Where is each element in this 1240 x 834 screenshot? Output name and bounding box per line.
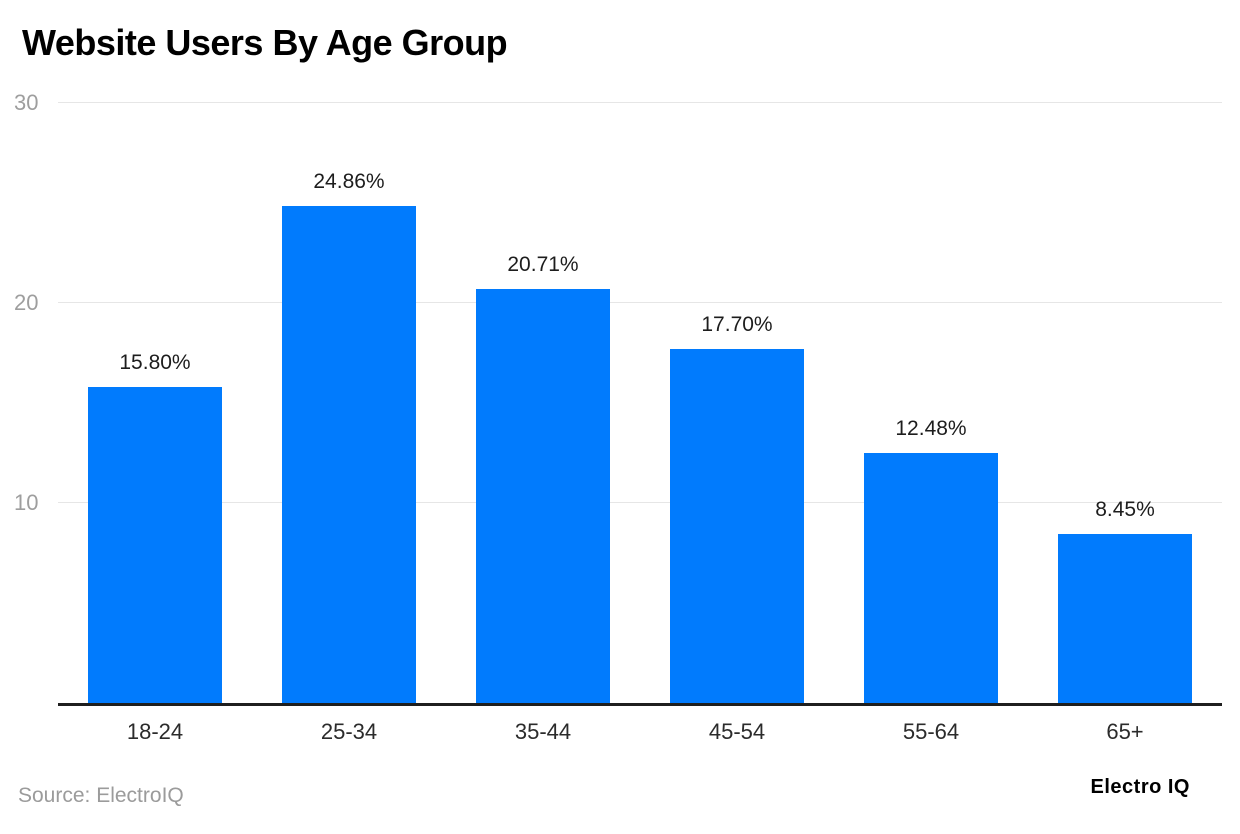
bar-slot-35-44: 20.71% 35-44 bbox=[446, 103, 640, 744]
value-label: 15.80% bbox=[119, 351, 191, 374]
x-axis-label: 65+ bbox=[1106, 719, 1144, 744]
y-tick-label: 10 bbox=[14, 490, 39, 515]
gridline-y-10: 10 bbox=[14, 490, 1222, 515]
bar-slot-18-24: 15.80% 18-24 bbox=[58, 103, 252, 744]
x-axis-label: 45-54 bbox=[708, 719, 766, 744]
y-tick-label: 30 bbox=[14, 90, 39, 115]
bar-slot-55-64: 12.48% 55-64 bbox=[834, 103, 1028, 744]
gridline-y-20: 20 bbox=[14, 290, 1222, 315]
value-label: 24.86% bbox=[313, 169, 385, 193]
brand-logo: Electro IQ bbox=[1090, 776, 1190, 798]
value-label: 8.45% bbox=[1095, 498, 1155, 521]
bar-18-24: 15.80% bbox=[88, 351, 222, 703]
plot-area: 10 20 30 15.80% 18-24 24.86% 25-34 20.71% 35-44 1… bbox=[14, 90, 1222, 744]
bar-slot-45-54: 17.70% 45-54 bbox=[640, 103, 834, 744]
x-axis-label: 18-24 bbox=[126, 719, 184, 744]
source-note: Source: ElectroIQ bbox=[18, 784, 184, 807]
bar-35-44: 20.71% bbox=[476, 253, 610, 703]
bar-25-34: 24.86% bbox=[282, 170, 416, 703]
bar-65+: 8.45% bbox=[1058, 498, 1192, 703]
bar-45-54: 17.70% bbox=[670, 313, 804, 703]
chart-title: Website Users By Age Group bbox=[22, 22, 508, 63]
gridline-y-30: 30 bbox=[14, 90, 1222, 115]
value-label: 12.48% bbox=[895, 417, 967, 441]
y-tick-label: 20 bbox=[14, 290, 39, 315]
bar-55-64: 12.48% bbox=[864, 417, 998, 703]
x-axis-label: 35-44 bbox=[514, 719, 572, 744]
value-label: 20.71% bbox=[507, 252, 579, 276]
x-axis-label: 55-64 bbox=[902, 719, 960, 744]
bar-slot-65+: 8.45% 65+ bbox=[1028, 103, 1222, 744]
x-axis-label: 25-34 bbox=[320, 719, 378, 744]
bar-slot-25-34: 24.86% 25-34 bbox=[252, 103, 446, 744]
value-label: 17.70% bbox=[701, 313, 773, 336]
